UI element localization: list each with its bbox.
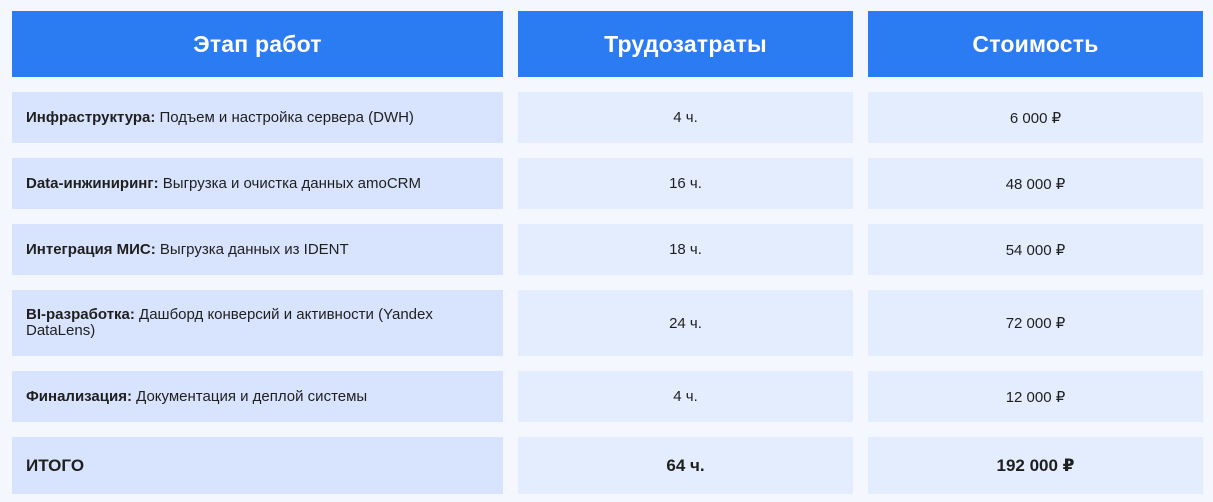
stage-cell: BI-разработка: Дашборд конверсий и актив…: [12, 290, 503, 356]
stage-label: Инфраструктура:: [26, 108, 156, 126]
cost-cell: 72 000 ₽: [868, 290, 1203, 356]
cost-table: Этап работ Трудозатраты Стоимость Инфрас…: [12, 11, 1203, 494]
stage-cell: Интеграция МИС: Выгрузка данных из IDENT: [12, 224, 503, 275]
header-stage: Этап работ: [12, 11, 503, 77]
hours-cell: 18 ч.: [518, 224, 853, 275]
header-cost: Стоимость: [868, 11, 1203, 77]
cost-cell: 12 000 ₽: [868, 371, 1203, 422]
stage-cell: Инфраструктура: Подъем и настройка серве…: [12, 92, 503, 143]
cost-cell: 54 000 ₽: [868, 224, 1203, 275]
stage-description: Документация и деплой системы: [131, 387, 368, 405]
cost-cell: 48 000 ₽: [868, 158, 1203, 209]
stage-cell: Финализация: Документация и деплой систе…: [12, 371, 503, 422]
hours-cell: 16 ч.: [518, 158, 853, 209]
total-label: ИТОГО: [12, 437, 503, 494]
stage-description: Подъем и настройка сервера (DWH): [155, 108, 414, 126]
header-hours: Трудозатраты: [518, 11, 853, 77]
hours-cell: 4 ч.: [518, 371, 853, 422]
stage-description: Выгрузка и очистка данных amoCRM: [158, 174, 421, 192]
stage-description: Выгрузка данных из IDENT: [155, 240, 349, 258]
stage-cell: Data-инжиниринг: Выгрузка и очистка данн…: [12, 158, 503, 209]
stage-label: Интеграция МИС:: [26, 240, 156, 258]
total-hours: 64 ч.: [518, 437, 853, 494]
total-cost: 192 000 ₽: [868, 437, 1203, 494]
hours-cell: 24 ч.: [518, 290, 853, 356]
stage-label: Data-инжиниринг:: [26, 174, 159, 192]
stage-description: Дашборд конверсий и активности (Yandex D…: [26, 306, 433, 339]
cost-cell: 6 000 ₽: [868, 92, 1203, 143]
stage-label: BI-разработка:: [26, 306, 135, 323]
stage-label: Финализация:: [26, 387, 132, 405]
hours-cell: 4 ч.: [518, 92, 853, 143]
